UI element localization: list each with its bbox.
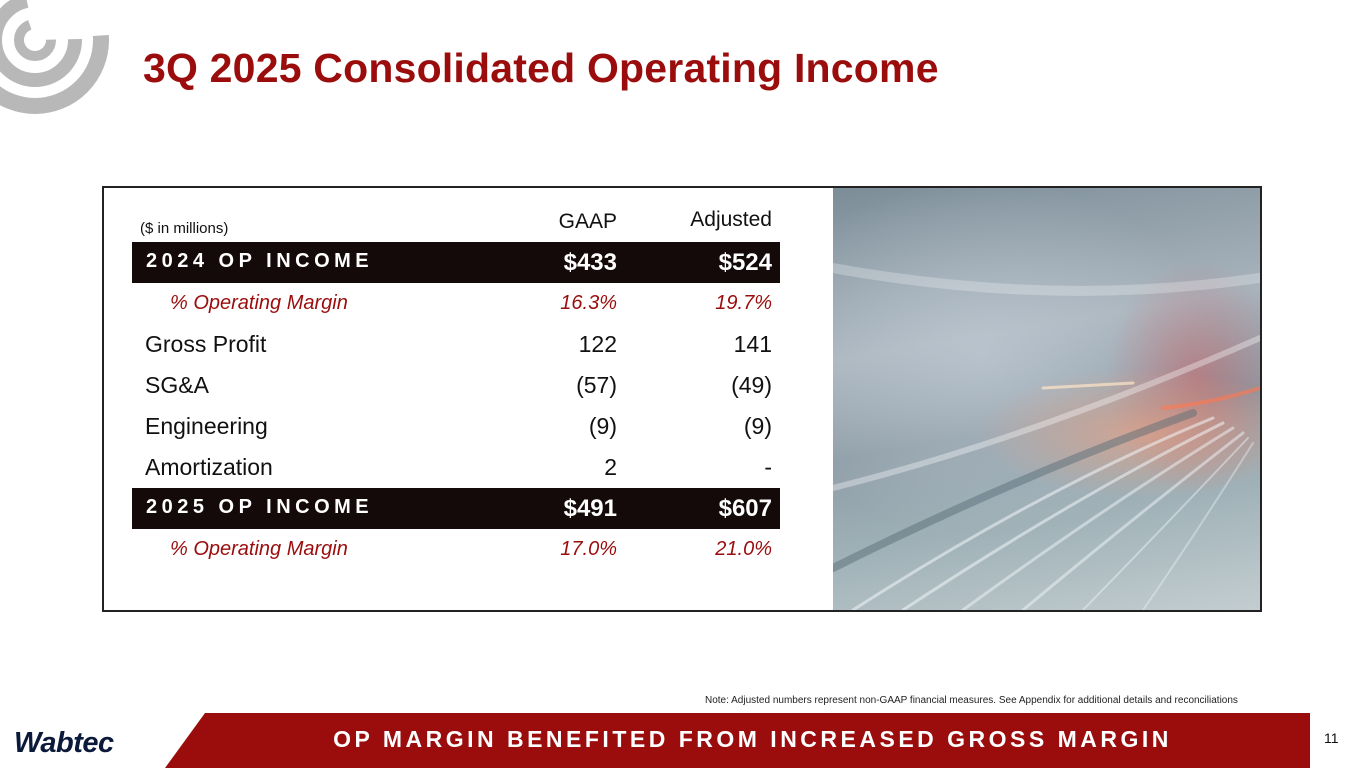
table-header: ($ in millions) GAAP Adjusted — [132, 208, 780, 238]
adjusted-value: $607 — [718, 495, 772, 522]
row-label: 2024 OP INCOME — [146, 250, 374, 272]
row-label: Gross Profit — [145, 331, 267, 357]
table-row: SG&A (57) (49) — [132, 365, 780, 406]
footnote: Note: Adjusted numbers represent non-GAA… — [705, 695, 1238, 706]
gaap-value: $491 — [563, 495, 617, 522]
row-label: SG&A — [145, 372, 209, 398]
row-label: % Operating Margin — [170, 292, 348, 314]
adjusted-value: (49) — [731, 372, 772, 398]
row-label: Engineering — [145, 413, 268, 439]
adjusted-value: 141 — [733, 331, 772, 357]
table-row: % Operating Margin 16.3% 19.7% — [132, 283, 780, 324]
adjusted-value: - — [764, 454, 772, 480]
rail-tunnel-photo — [833, 188, 1260, 610]
gaap-column-header: GAAP — [558, 210, 617, 233]
page-number: 11 — [1324, 730, 1339, 746]
footer-banner-text: OP MARGIN BENEFITED FROM INCREASED GROSS… — [333, 726, 1172, 752]
row-label: 2025 OP INCOME — [146, 496, 374, 518]
income-panel: ($ in millions) GAAP Adjusted 2024 OP IN… — [102, 186, 1262, 612]
gaap-value: 2 — [604, 454, 617, 480]
table-row: % Operating Margin 17.0% 21.0% — [132, 529, 780, 570]
gaap-value: 16.3% — [560, 292, 617, 314]
adjusted-value: (9) — [743, 413, 772, 439]
gaap-value: (9) — [588, 413, 617, 439]
table-row: Gross Profit 122 141 — [132, 324, 780, 365]
adjusted-value: $524 — [718, 249, 772, 276]
row-label: Amortization — [145, 454, 273, 480]
wabtec-logo: Wabtec — [14, 727, 114, 759]
adjusted-column-header: Adjusted — [690, 208, 772, 231]
gaap-value: 122 — [578, 331, 617, 357]
wabtec-swirl-logo-icon — [0, 0, 109, 114]
gaap-value: $433 — [563, 249, 617, 276]
units-label: ($ in millions) — [140, 220, 229, 237]
table-row: 2024 OP INCOME $433 $524 — [132, 242, 780, 283]
footer-band — [0, 713, 1310, 768]
table-row: Engineering (9) (9) — [132, 406, 780, 447]
table-row: 2025 OP INCOME $491 $607 — [132, 488, 780, 529]
table-row: Amortization 2 - — [132, 447, 780, 488]
gaap-value: (57) — [576, 372, 617, 398]
adjusted-value: 19.7% — [715, 292, 772, 314]
row-label: % Operating Margin — [170, 538, 348, 560]
rail-tracks-illustration — [833, 263, 1260, 610]
page-title: 3Q 2025 Consolidated Operating Income — [143, 45, 939, 91]
gaap-value: 17.0% — [560, 538, 617, 560]
adjusted-value: 21.0% — [715, 538, 772, 560]
